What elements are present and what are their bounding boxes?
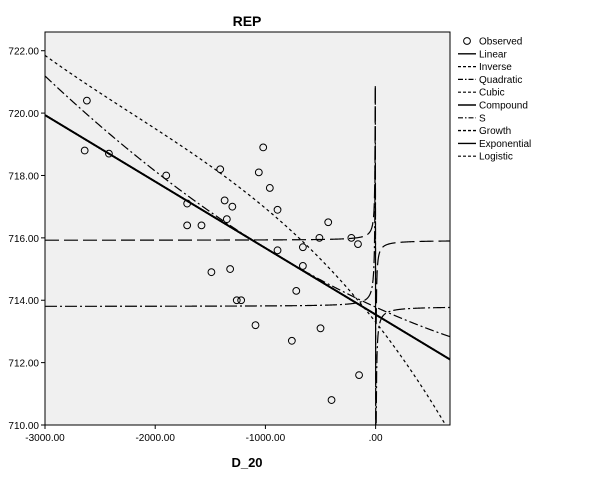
y-tick-label: 718.00 (8, 171, 39, 182)
x-axis-label: D_20 (231, 455, 262, 470)
observed-point (315, 233, 324, 242)
y-tick-label: 722.00 (8, 47, 39, 58)
observed-points (80, 96, 363, 404)
chart-title: REP (233, 13, 262, 29)
observed-point (355, 371, 363, 380)
observed-point (197, 221, 206, 230)
curve-logistic (45, 114, 450, 360)
observed-point (254, 168, 263, 177)
y-tick-label: 716.00 (8, 234, 39, 245)
observed-point (287, 336, 296, 345)
observed-point (347, 233, 356, 242)
curve-cubic (45, 54, 447, 425)
observed-point (207, 268, 216, 277)
legend-cubic-label: Cubic (479, 88, 505, 99)
observed-point (259, 143, 268, 152)
curve-s (45, 85, 450, 425)
y-tick-label: 710.00 (8, 421, 39, 432)
observed-point (222, 215, 231, 224)
legend-linear-label: Linear (479, 49, 507, 60)
plot-frame (44, 31, 451, 426)
observed-point (273, 205, 282, 214)
observed-point (228, 202, 237, 211)
legend-observed-label: Observed (479, 37, 522, 48)
observed-point (183, 199, 192, 208)
observed-point (251, 321, 260, 330)
observed-point (273, 246, 282, 255)
legend-observed-marker (463, 37, 471, 45)
observed-point (324, 218, 333, 227)
plot-area (45, 32, 450, 425)
observed-point (105, 149, 113, 158)
x-tick-label: -2000.00 (135, 433, 175, 444)
observed-point (183, 221, 192, 230)
observed-point (226, 265, 235, 273)
axes: 710.00 712.00 714.00 716.00 718.00 720.00 722.… (8, 31, 451, 444)
y-tick-label: 714.00 (8, 296, 39, 307)
observed-point (162, 171, 171, 180)
observed-point (354, 240, 362, 249)
legend-inverse-label: Inverse (479, 62, 512, 73)
curve-inverse (45, 86, 450, 425)
x-tick-label: -3000.00 (25, 433, 65, 444)
observed-point (292, 286, 301, 295)
legend-logistic-label: Logistic (479, 152, 513, 163)
observed-point (220, 196, 229, 205)
plot-background (45, 32, 450, 425)
observed-point (298, 243, 307, 252)
legend-exponential-label: Exponential (479, 139, 531, 150)
observed-point (80, 146, 89, 155)
observed-point (327, 396, 336, 404)
observed-point (237, 296, 246, 305)
y-tick-label: 720.00 (8, 109, 39, 120)
observed-point (216, 165, 225, 174)
legend-growth-label: Growth (479, 126, 511, 137)
legend-s-label: S (479, 113, 486, 124)
x-tick-label: .00 (369, 433, 383, 444)
observed-point (298, 262, 307, 270)
observed-point (265, 184, 274, 192)
observed-point (82, 96, 91, 105)
x-tick-label: -1000.00 (246, 433, 286, 444)
fit-curves (45, 54, 450, 425)
observed-point (232, 296, 241, 305)
observed-point (316, 324, 325, 333)
legend-compound-label: Compound (479, 101, 528, 112)
y-tick-label: 712.00 (8, 359, 39, 370)
legend-quadratic-label: Quadratic (479, 75, 522, 86)
